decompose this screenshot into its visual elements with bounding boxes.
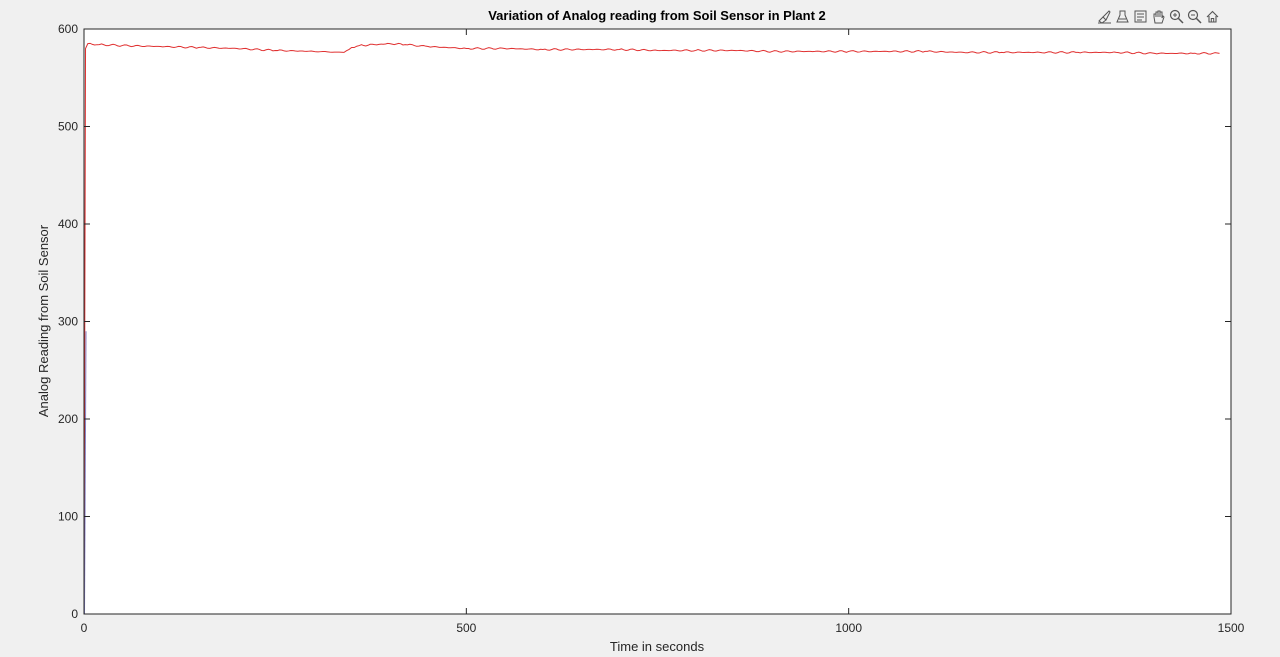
x-axis: 0 500 1000 1500 [81,29,1245,635]
y-tick-label: 0 [71,607,78,621]
x-tick-label: 1500 [1218,621,1245,635]
chart-title: Variation of Analog reading from Soil Se… [488,8,826,23]
y-tick-label: 400 [58,217,78,231]
zoom-in-icon[interactable] [1168,7,1185,25]
series-layer [83,42,1220,615]
y-tick-label: 100 [58,510,78,524]
series-line-0 [83,42,1220,615]
y-tick-label: 200 [58,412,78,426]
pan-icon[interactable] [1150,7,1167,25]
y-axis-label: Analog Reading from Soil Sensor [36,224,51,417]
y-tick-label: 300 [58,315,78,329]
x-tick-label: 0 [81,621,88,635]
data-tips-icon[interactable] [1114,7,1131,25]
home-icon[interactable] [1204,7,1221,25]
series-start-segment [84,331,87,615]
export-icon[interactable] [1132,7,1149,25]
zoom-out-icon[interactable] [1186,7,1203,25]
y-tick-label: 600 [58,22,78,36]
axes-background [84,29,1231,614]
y-tick-label: 500 [58,120,78,134]
x-axis-label: Time in seconds [610,639,705,654]
x-tick-label: 1000 [835,621,862,635]
y-axis: 0 100 200 300 400 500 600 [58,22,1231,621]
axes-toolbar [1096,6,1221,26]
x-tick-label: 500 [456,621,476,635]
brush-icon[interactable] [1096,7,1113,25]
